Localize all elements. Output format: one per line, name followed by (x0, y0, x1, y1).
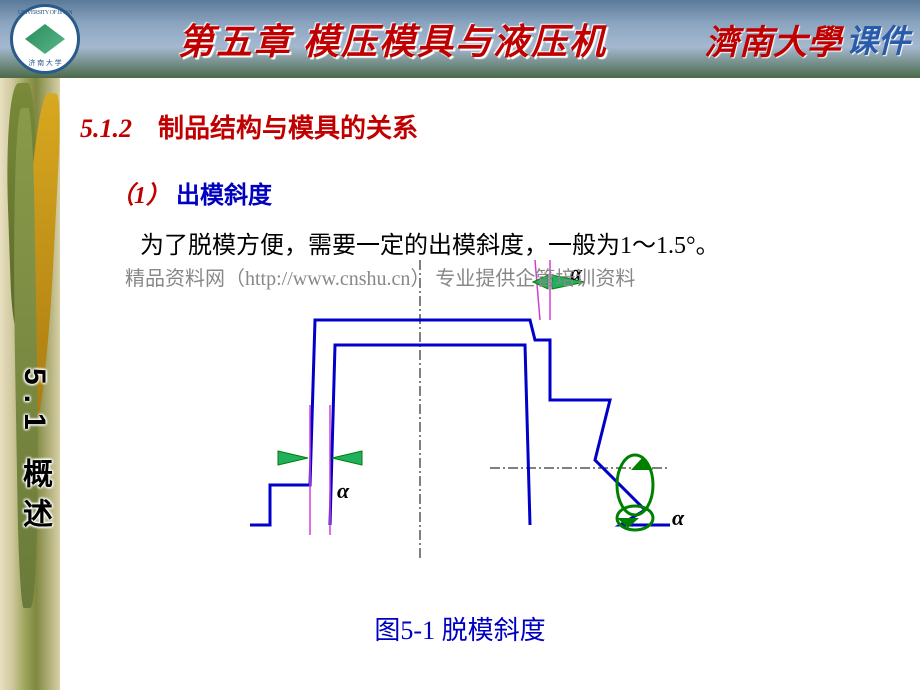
university-name: 濟南大學 (705, 15, 841, 64)
section-label-vertical: 5.1 概述 (12, 368, 56, 538)
sidebar: 5.1 概述 (0, 78, 60, 690)
header-banner: UNIVERSITY OF JINAN 济 南 大 学 第五章 模压模具与液压机… (0, 0, 920, 78)
alpha-label-right: α (672, 505, 684, 531)
item-label: 出模斜度 (176, 183, 272, 209)
university-logo: UNIVERSITY OF JINAN 济 南 大 学 (10, 4, 80, 74)
logo-text-bottom: 济 南 大 学 (28, 58, 61, 68)
body-text: 为了脱模方便，需要一定的出模斜度，一般为1～1.5°。 (140, 225, 900, 260)
item-number: （1） (110, 183, 170, 209)
watermark-text: 精品资料网（http://www.cnshu.cn） 专业提供企管培训资料 (125, 262, 635, 291)
subsection-number: 5.1.2 (80, 114, 132, 143)
course-label: 课件 (846, 16, 910, 62)
alpha-label-left: α (337, 478, 349, 504)
university-box: 濟南大學 课件 (705, 15, 910, 64)
logo-emblem (25, 24, 65, 54)
logo-text-top: UNIVERSITY OF JINAN (18, 10, 72, 16)
subsection-heading: 5.1.2 制品结构与模具的关系 (80, 108, 900, 145)
figure-caption: 图5-1 脱模斜度 (0, 610, 920, 647)
subsection-title: 制品结构与模具的关系 (158, 114, 418, 143)
item-heading: （1） 出模斜度 (110, 175, 900, 210)
chapter-title: 第五章 模压模具与液压机 (80, 13, 705, 65)
mold-diagram (250, 260, 670, 560)
